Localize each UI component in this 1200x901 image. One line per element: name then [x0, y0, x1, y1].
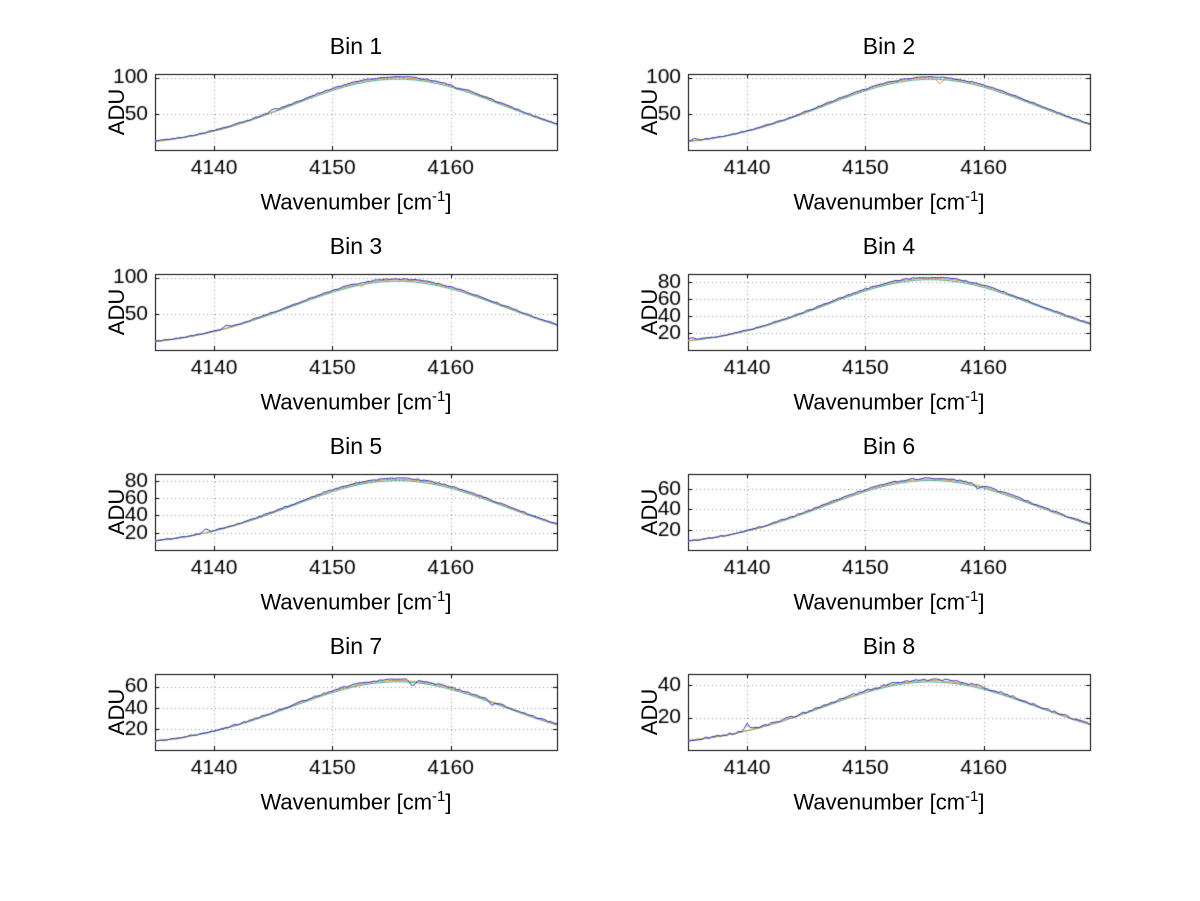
y-axis-label: ADU: [104, 88, 129, 136]
plot-canvas-bin-2: [618, 62, 1098, 186]
x-axis-label-main: Wavenumber [cm: [260, 789, 433, 815]
x-axis-label: Wavenumber [cm-1]: [155, 386, 557, 428]
x-axis-label-superscript: -1: [432, 588, 446, 605]
y-axis-label: ADU: [637, 88, 662, 136]
plot-canvas-bin-4: [618, 262, 1098, 386]
subplot-bin-8: Bin 8 ADU Wavenumber [cm-1]: [618, 630, 1098, 828]
x-axis-label: Wavenumber [cm-1]: [155, 786, 557, 828]
x-axis-label-end: ]: [445, 589, 452, 615]
x-axis-label: Wavenumber [cm-1]: [688, 186, 1090, 228]
x-axis-label-superscript: -1: [965, 388, 979, 405]
subplot-title: Bin 4: [862, 233, 916, 259]
x-axis-label-superscript: -1: [432, 788, 446, 805]
x-axis-label-end: ]: [978, 389, 985, 415]
x-axis-label-main: Wavenumber [cm: [260, 589, 433, 615]
plot-canvas-bin-6: [618, 462, 1098, 586]
subplot-bin-3: Bin 3 ADU Wavenumber [cm-1]: [85, 230, 565, 428]
x-axis-label-end: ]: [978, 589, 985, 615]
x-axis-label: Wavenumber [cm-1]: [688, 386, 1090, 428]
plot-canvas-bin-5: [85, 462, 565, 586]
x-axis-label-main: Wavenumber [cm: [793, 189, 966, 215]
y-axis-label: ADU: [104, 288, 129, 336]
subplot-bin-6: Bin 6 ADU Wavenumber [cm-1]: [618, 430, 1098, 628]
x-axis-label-superscript: -1: [432, 388, 446, 405]
x-axis-label-end: ]: [445, 789, 452, 815]
x-axis-label-end: ]: [445, 389, 452, 415]
y-axis-label: ADU: [637, 688, 662, 736]
subplot-title: Bin 1: [329, 33, 383, 59]
subplot-grid: Bin 1 ADU Wavenumber [cm-1] Bin 2 ADU Wa…: [85, 30, 1098, 828]
subplot-bin-1: Bin 1 ADU Wavenumber [cm-1]: [85, 30, 565, 228]
subplot-title: Bin 2: [862, 33, 916, 59]
subplot-bin-2: Bin 2 ADU Wavenumber [cm-1]: [618, 30, 1098, 228]
x-axis-label-superscript: -1: [432, 188, 446, 205]
x-axis-label: Wavenumber [cm-1]: [688, 586, 1090, 628]
x-axis-label-superscript: -1: [965, 788, 979, 805]
x-axis-label: Wavenumber [cm-1]: [155, 586, 557, 628]
subplot-title: Bin 5: [329, 433, 383, 459]
x-axis-label-main: Wavenumber [cm: [793, 589, 966, 615]
x-axis-label: Wavenumber [cm-1]: [155, 186, 557, 228]
subplot-title: Bin 3: [329, 233, 383, 259]
x-axis-label-main: Wavenumber [cm: [260, 189, 433, 215]
y-axis-label: ADU: [104, 488, 129, 536]
y-axis-label: ADU: [104, 688, 129, 736]
plot-canvas-bin-7: [85, 662, 565, 786]
x-axis-label-end: ]: [978, 789, 985, 815]
plot-canvas-bin-8: [618, 662, 1098, 786]
x-axis-label-superscript: -1: [965, 588, 979, 605]
x-axis-label-main: Wavenumber [cm: [793, 389, 966, 415]
x-axis-label-end: ]: [978, 189, 985, 215]
subplot-bin-5: Bin 5 ADU Wavenumber [cm-1]: [85, 430, 565, 628]
subplot-bin-4: Bin 4 ADU Wavenumber [cm-1]: [618, 230, 1098, 428]
x-axis-label-superscript: -1: [965, 188, 979, 205]
x-axis-label-end: ]: [445, 189, 452, 215]
subplot-bin-7: Bin 7 ADU Wavenumber [cm-1]: [85, 630, 565, 828]
subplot-title: Bin 6: [862, 433, 916, 459]
x-axis-label-main: Wavenumber [cm: [793, 789, 966, 815]
x-axis-label: Wavenumber [cm-1]: [688, 786, 1090, 828]
plot-canvas-bin-1: [85, 62, 565, 186]
plot-canvas-bin-3: [85, 262, 565, 386]
y-axis-label: ADU: [637, 488, 662, 536]
y-axis-label: ADU: [637, 288, 662, 336]
x-axis-label-main: Wavenumber [cm: [260, 389, 433, 415]
subplot-title: Bin 7: [329, 633, 383, 659]
subplot-title: Bin 8: [862, 633, 916, 659]
